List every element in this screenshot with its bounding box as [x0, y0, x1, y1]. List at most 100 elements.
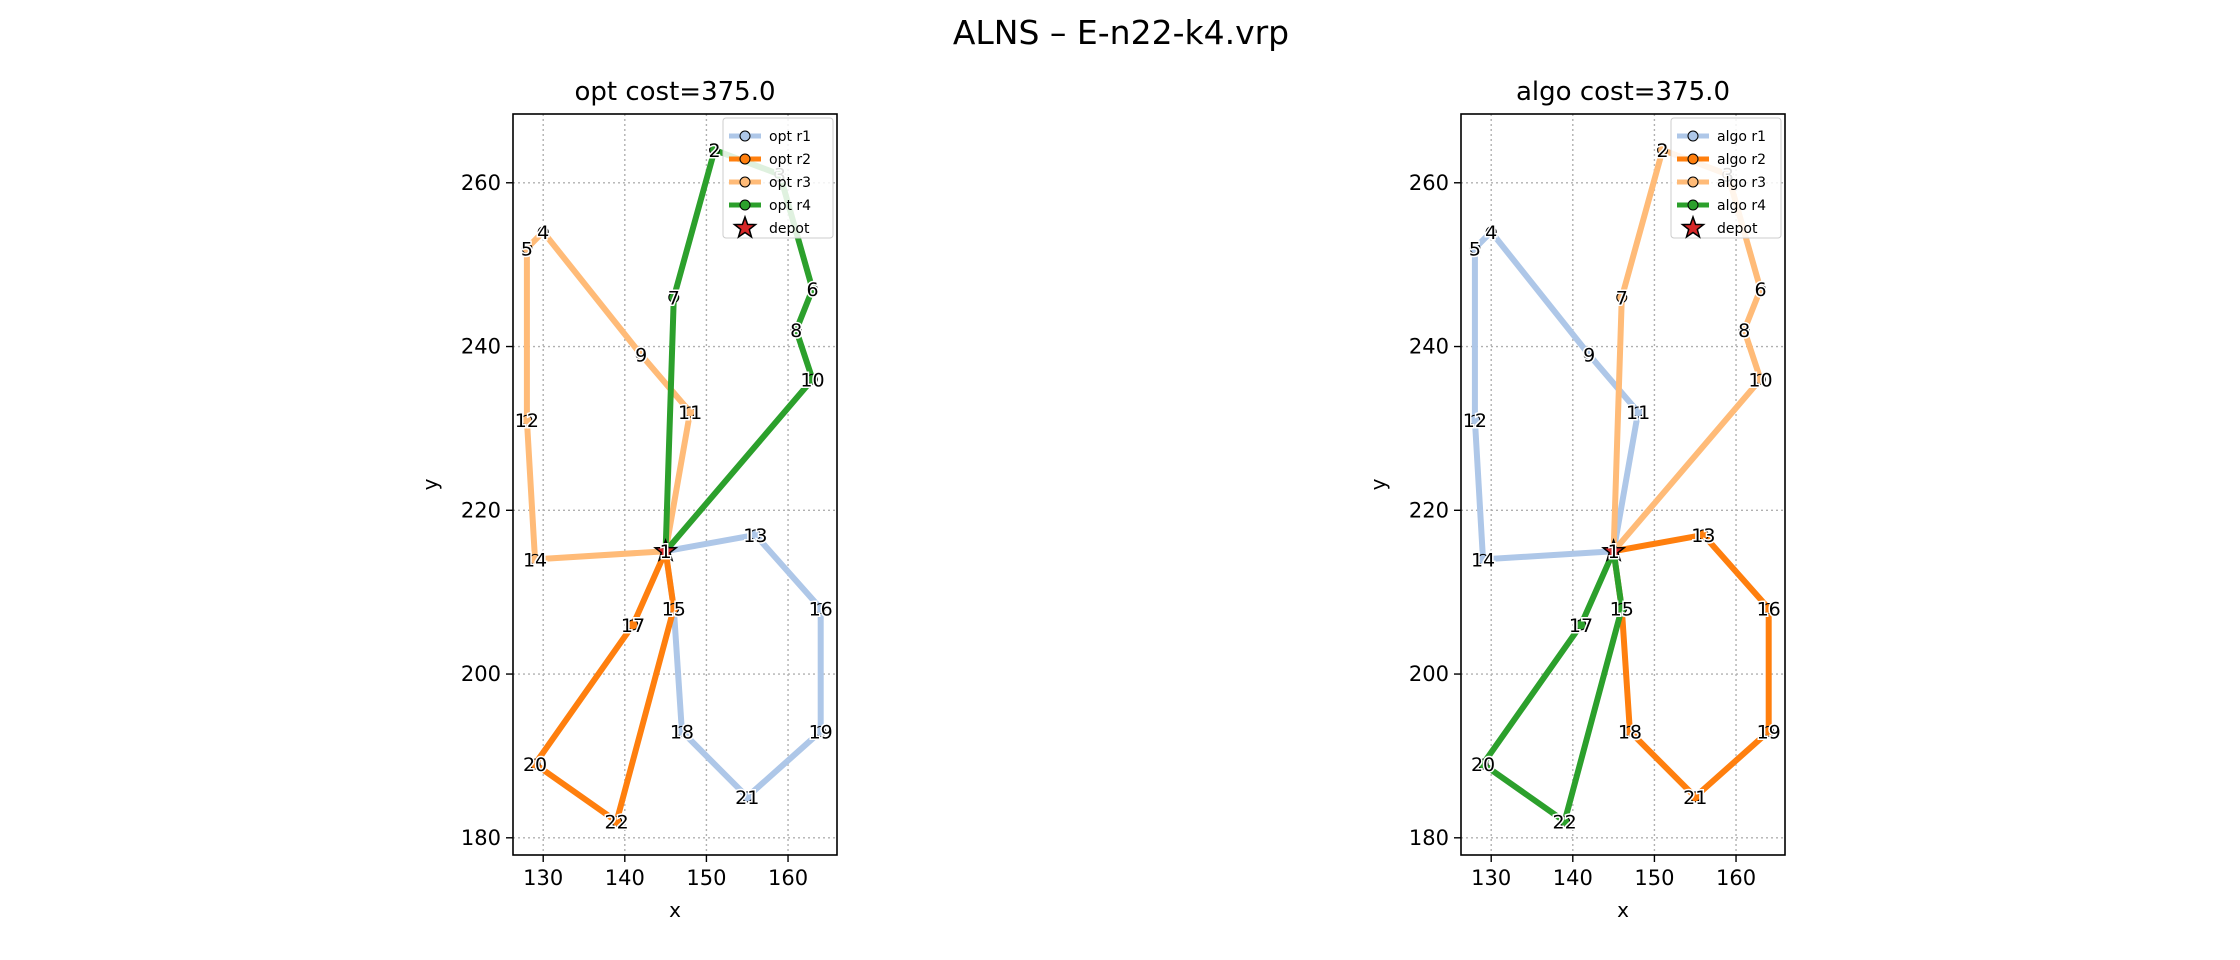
node-marker	[676, 725, 688, 737]
node-marker	[1616, 291, 1628, 303]
legend-label: algo r2	[1717, 152, 1766, 168]
node-marker	[1616, 603, 1628, 615]
x-axis-label: x	[1617, 898, 1629, 922]
node-marker	[684, 406, 696, 418]
node-label: 22	[605, 811, 629, 833]
legend-marker	[1687, 199, 1699, 211]
node-marker	[529, 553, 541, 565]
node-marker	[749, 529, 761, 541]
node-marker	[1624, 725, 1636, 737]
node-label: 20	[523, 754, 547, 776]
legend-label: opt r4	[769, 198, 811, 214]
legend-depot-marker	[1680, 214, 1706, 239]
node-label: 2	[1657, 140, 1669, 162]
node-label: 12	[1463, 410, 1487, 432]
node-marker	[1559, 815, 1571, 827]
x-tick-label: 150	[686, 866, 726, 890]
plot-title: opt cost=375.0	[574, 77, 775, 107]
depot-marker	[653, 537, 679, 562]
node-marker	[1738, 324, 1750, 336]
y-tick-label: 220	[461, 498, 501, 522]
node-marker	[521, 242, 533, 254]
legend-label: opt r2	[769, 152, 811, 168]
legend-marker	[1687, 130, 1699, 142]
legend-depot-marker	[732, 214, 758, 239]
figure-title: ALNS – E-n22-k4.vrp	[953, 13, 1289, 52]
node-label: 8	[790, 320, 802, 342]
node-marker	[529, 758, 541, 770]
node-label: 4	[537, 222, 549, 244]
algo-route-plot: 1234567891011121314151617181920212213014…	[1366, 77, 1786, 922]
node-label: 21	[1683, 787, 1707, 809]
node-marker	[1583, 349, 1595, 361]
node-marker	[807, 283, 819, 295]
legend-marker	[739, 199, 751, 211]
y-axis-label: y	[1366, 478, 1390, 490]
node-label: 6	[806, 279, 818, 301]
node-label: 7	[668, 287, 680, 309]
legend-label: depot	[1717, 221, 1758, 237]
y-tick-label: 180	[461, 826, 501, 850]
legend-label: opt r1	[769, 129, 811, 145]
node-marker	[1632, 406, 1644, 418]
node-label: 13	[1691, 525, 1715, 547]
node-marker	[668, 291, 680, 303]
node-label: 10	[800, 369, 824, 391]
y-tick-label: 240	[1409, 335, 1449, 359]
node-marker	[537, 226, 549, 238]
node-label: 1	[1608, 541, 1620, 563]
legend-label: algo r1	[1717, 129, 1766, 145]
node-marker	[815, 603, 827, 615]
node-label: 13	[743, 525, 767, 547]
route-line-1	[1471, 228, 1642, 563]
node-marker	[1755, 283, 1767, 295]
legend: algo r1 algo r2 algo r3 algo r4 depot	[1670, 117, 1782, 239]
node-marker	[611, 815, 623, 827]
legend-box	[1670, 117, 1782, 239]
plot-title: algo cost=375.0	[1516, 77, 1730, 107]
node-label: 7	[1616, 287, 1628, 309]
node-marker	[741, 791, 753, 803]
route-line-3	[523, 228, 694, 563]
node-label: 16	[809, 599, 833, 621]
node-label: 9	[635, 345, 647, 367]
node-label: 15	[662, 599, 686, 621]
x-tick-label: 150	[1634, 866, 1674, 890]
node-label: 9	[1583, 345, 1595, 367]
x-axis-label: x	[669, 898, 681, 922]
node-marker	[1477, 553, 1489, 565]
y-tick-label: 200	[461, 662, 501, 686]
node-label: 15	[1610, 599, 1634, 621]
node-label: 16	[1757, 599, 1781, 621]
x-tick-label: 160	[768, 866, 808, 890]
y-tick-label: 260	[1409, 171, 1449, 195]
node-marker	[521, 414, 533, 426]
x-tick-label: 130	[1471, 866, 1511, 890]
x-tick-label: 140	[1553, 866, 1593, 890]
node-label: 11	[1626, 402, 1650, 424]
route-line-2	[532, 548, 677, 825]
node-label: 5	[1469, 238, 1481, 260]
x-tick-label: 140	[605, 866, 645, 890]
node-label: 17	[1569, 615, 1593, 637]
y-axis-label: y	[418, 478, 442, 490]
node-marker	[1689, 791, 1701, 803]
x-tick-label: 160	[1716, 866, 1756, 890]
legend-marker	[739, 176, 751, 188]
node-marker	[815, 725, 827, 737]
node-label: 18	[1618, 721, 1642, 743]
y-tick-label: 260	[461, 171, 501, 195]
node-marker	[1469, 414, 1481, 426]
node-marker	[1763, 603, 1775, 615]
y-tick-label: 240	[461, 335, 501, 359]
node-label: 22	[1553, 811, 1577, 833]
axes-frame	[1460, 113, 1786, 856]
legend: opt r1 opt r2 opt r3 opt r4 depot	[722, 117, 834, 239]
node-label: 20	[1471, 754, 1495, 776]
node-label: 11	[678, 402, 702, 424]
legend-label: algo r3	[1717, 175, 1766, 191]
node-label: 18	[670, 721, 694, 743]
node-marker	[635, 349, 647, 361]
node-marker	[1469, 242, 1481, 254]
opt-route-plot: 1234567891011121314151617181920212213014…	[418, 77, 838, 922]
